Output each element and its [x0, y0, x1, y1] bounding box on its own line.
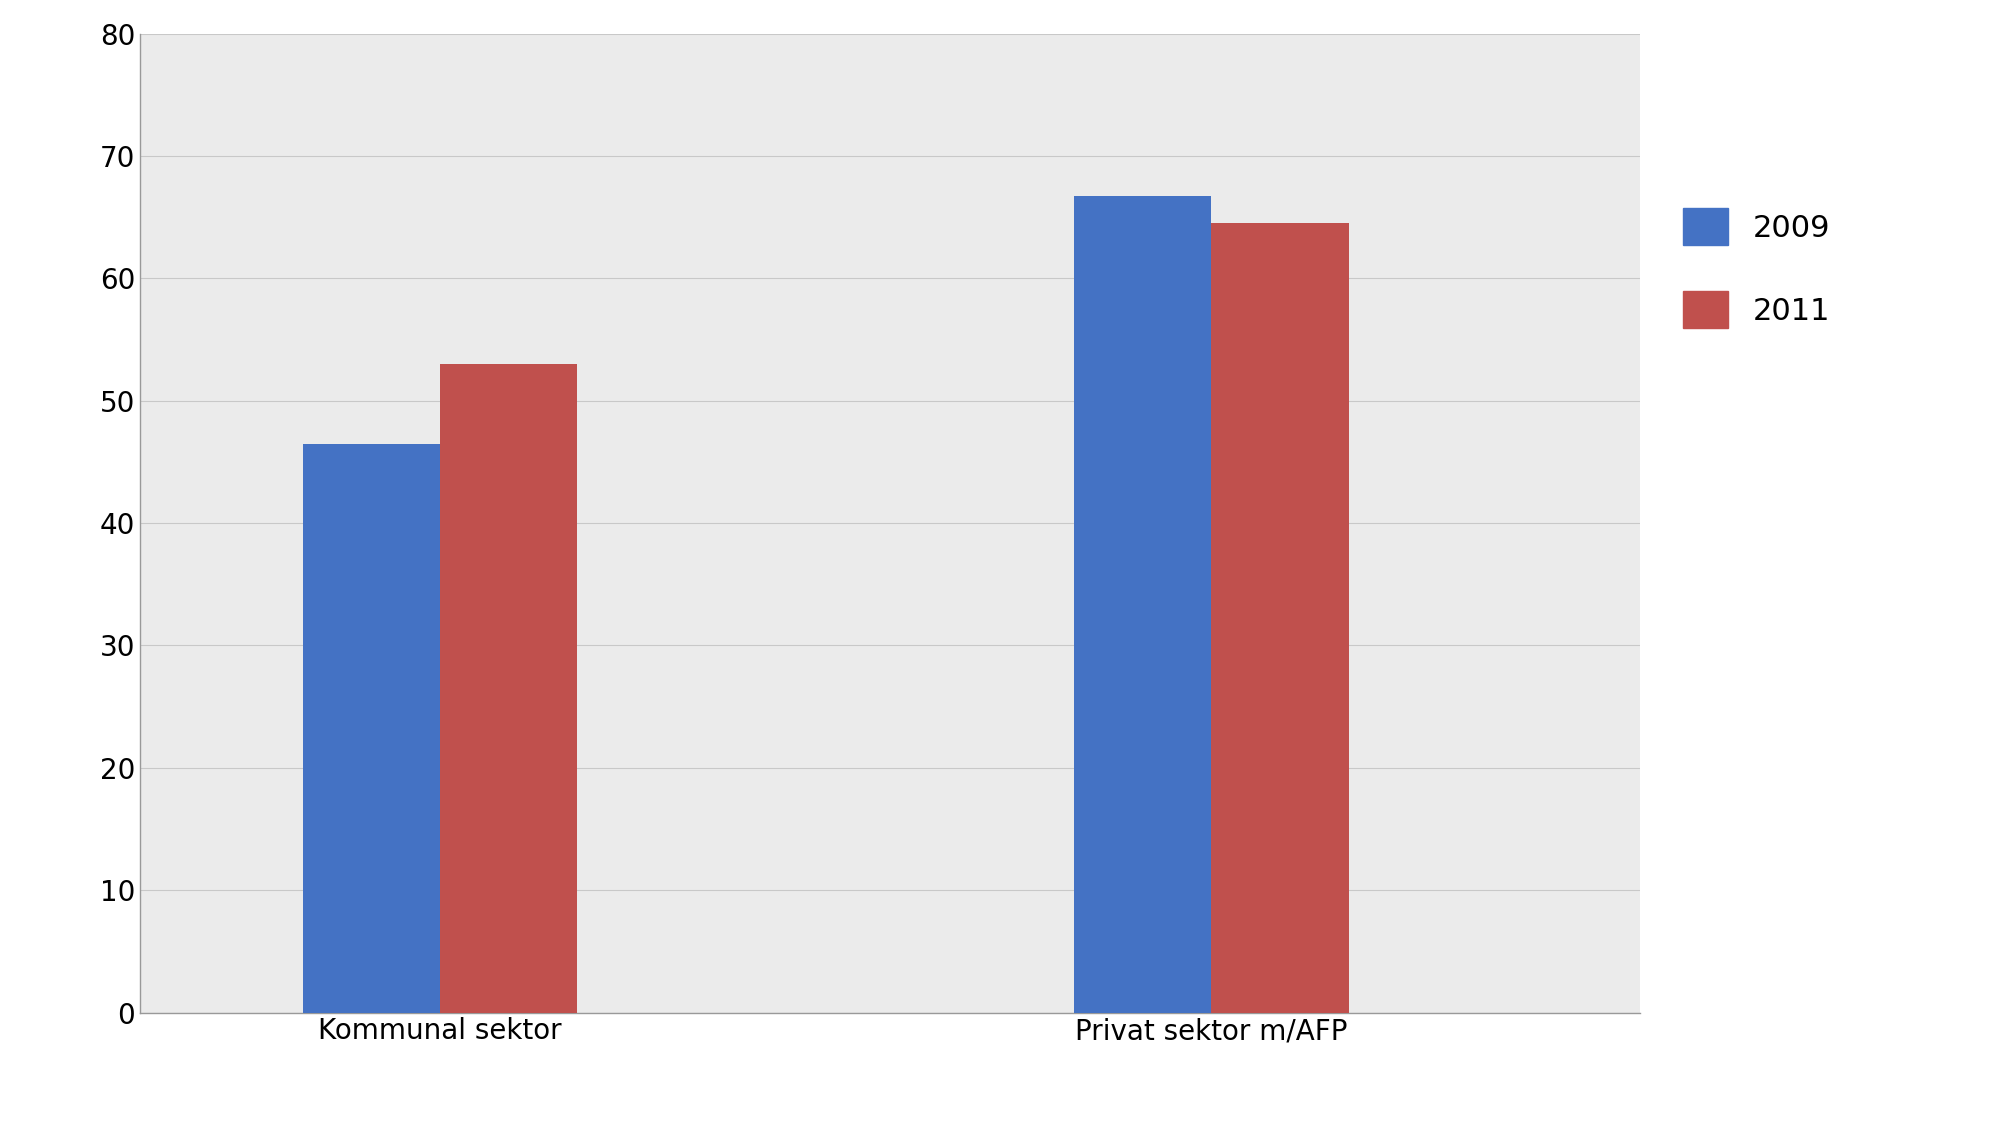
- Bar: [1212, 224, 1348, 1013]
- Bar: [1074, 197, 1212, 1013]
- Bar: [302, 443, 440, 1012]
- Bar: [440, 364, 578, 1013]
- Legend: 2009, 2011: 2009, 2011: [1670, 196, 1842, 341]
